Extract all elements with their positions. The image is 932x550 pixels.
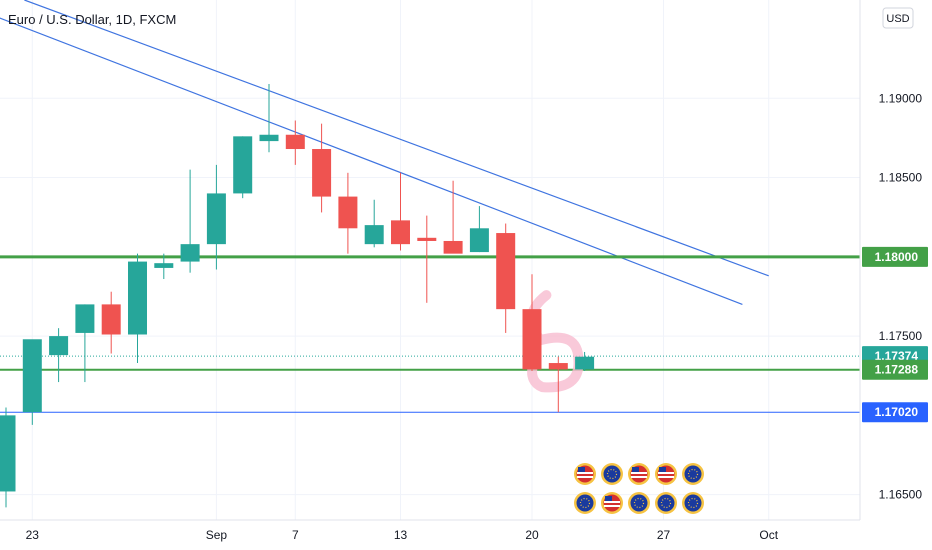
trend-lines[interactable]: [0, 0, 769, 305]
flag-stripe: [658, 476, 674, 478]
candle-down: [285, 134, 305, 150]
candle-down: [101, 304, 121, 335]
trend-line[interactable]: [0, 17, 743, 305]
eu-flag-icon[interactable]: [682, 492, 704, 514]
event-icon-fill: [603, 465, 621, 483]
candle-down: [522, 309, 542, 370]
flag-stripe: [604, 505, 620, 507]
time-tick-label: 23: [26, 528, 40, 542]
candle-down: [417, 237, 437, 241]
flag-stripe: [577, 476, 593, 478]
flag-stripe: [631, 472, 647, 474]
event-icon-fill: [630, 494, 648, 512]
candle-up: [49, 336, 69, 356]
flag-stars: [633, 497, 645, 509]
candles: [0, 84, 595, 508]
candle-up: [206, 193, 226, 245]
price-label-box: [862, 246, 928, 267]
price-label-box: [862, 402, 928, 423]
candle-up: [575, 356, 595, 370]
price-tick-label: 1.16500: [879, 488, 923, 502]
candle-down: [443, 240, 463, 254]
candle-up: [22, 339, 42, 413]
eu-flag-icon[interactable]: [655, 492, 677, 514]
candle-up: [180, 244, 200, 262]
price-axis[interactable]: 1.19000 1.18500 1.17500 1.16500: [879, 91, 923, 501]
time-tick-label: Oct: [759, 528, 778, 542]
eu-flag-icon[interactable]: [574, 492, 596, 514]
flag-canton: [659, 467, 666, 472]
flag-stars: [687, 497, 699, 509]
currency-button[interactable]: USD: [882, 7, 914, 29]
time-tick-label: 13: [394, 528, 408, 542]
chart-title: Euro / U.S. Dollar, 1D, FXCM: [8, 12, 176, 27]
flag-stars: [579, 497, 591, 509]
price-label: 1.17288: [875, 363, 919, 377]
candle-up: [154, 263, 174, 268]
grid: [0, 0, 860, 520]
horizontal-lines[interactable]: [0, 255, 860, 413]
flag-stripe: [658, 472, 674, 474]
price-label: 1.17020: [875, 405, 919, 419]
currency-label: USD: [886, 13, 909, 25]
candle-down: [548, 363, 568, 370]
price-label-box: [862, 359, 928, 380]
candle-down: [312, 149, 332, 197]
candle-up: [128, 261, 147, 335]
candle-up: [364, 225, 384, 245]
candle-up: [0, 415, 16, 492]
eu-flag-icon[interactable]: [601, 463, 623, 485]
candle-up: [469, 228, 489, 253]
price-label: 1.18000: [875, 250, 919, 264]
price-tick-label: 1.17500: [879, 329, 923, 343]
time-tick-label: 27: [657, 528, 671, 542]
flag-canton: [632, 467, 639, 472]
candle-down: [338, 196, 358, 229]
flag-stripe: [604, 501, 620, 503]
price-label: 1.17374: [875, 349, 919, 363]
time-tick-label: 20: [525, 528, 539, 542]
trend-line[interactable]: [24, 0, 769, 277]
eu-flag-icon[interactable]: [628, 492, 650, 514]
flag-stars: [606, 468, 618, 480]
us-flag-icon[interactable]: [655, 463, 677, 485]
us-flag-icon[interactable]: [574, 463, 596, 485]
price-tick-label: 1.19000: [879, 91, 923, 105]
event-icon-fill: [657, 494, 675, 512]
candle-up: [259, 134, 279, 142]
event-icon-fill: [576, 494, 594, 512]
candle-up: [75, 304, 95, 333]
price-tick-label: 1.18500: [879, 171, 923, 185]
event-icon-fill: [684, 494, 702, 512]
us-flag-icon[interactable]: [601, 492, 623, 514]
time-axis[interactable]: 23 Sep 7 13 20 27 Oct: [26, 528, 779, 542]
flag-canton: [578, 467, 585, 472]
us-flag-icon[interactable]: [628, 463, 650, 485]
flag-canton: [605, 496, 612, 501]
candle-down: [391, 220, 410, 245]
time-tick-label: 7: [292, 528, 299, 542]
candle-up: [233, 136, 253, 194]
flag-stripe: [631, 476, 647, 478]
eu-flag-icon[interactable]: [682, 463, 704, 485]
flag-stripe: [577, 472, 593, 474]
time-tick-label: Sep: [206, 528, 228, 542]
event-icons[interactable]: [574, 463, 704, 514]
flag-stars: [687, 468, 699, 480]
candle-down: [496, 233, 516, 310]
flag-stars: [660, 497, 672, 509]
event-icon-fill: [684, 465, 702, 483]
